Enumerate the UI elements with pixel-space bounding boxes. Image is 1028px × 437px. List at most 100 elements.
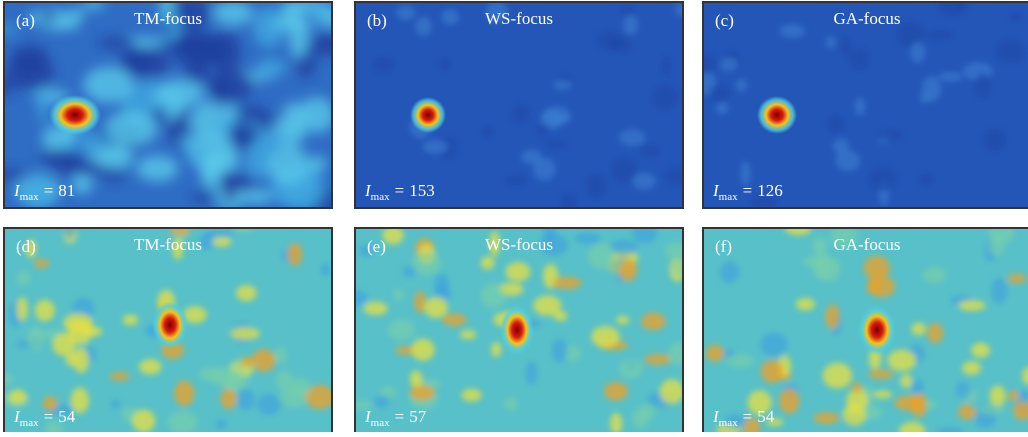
speckle-blob: [535, 124, 549, 136]
panel-label: (a): [16, 11, 35, 30]
intensity-relation: =: [743, 407, 753, 426]
speckle-blob: [888, 350, 917, 372]
speckle-blob: [632, 173, 656, 190]
speckle-blob: [442, 314, 466, 326]
speckle-blob: [290, 378, 310, 397]
speckle-blob: [974, 73, 991, 99]
speckle-blob: [410, 371, 423, 388]
speckle-blob: [83, 67, 133, 104]
speckle-blob: [415, 291, 426, 312]
panel: (e)WS-focusImax=57: [343, 218, 690, 432]
speckle-blob: [424, 297, 448, 318]
speckle-blob: [72, 8, 84, 19]
panel-title: WS-focus: [485, 9, 553, 28]
speckle-blob: [675, 3, 687, 17]
speckle-blob: [671, 258, 690, 276]
speckle-blob: [491, 342, 501, 357]
speckle-blob: [623, 15, 638, 35]
speckle-blob: [394, 289, 404, 301]
intensity-relation: =: [44, 407, 54, 426]
speckle-blob: [553, 80, 572, 90]
speckle-blob: [1007, 274, 1026, 283]
panel-title: GA-focus: [833, 9, 900, 28]
speckle-blob: [833, 138, 849, 154]
speckle-blob: [551, 338, 567, 362]
speckle-blob: [411, 339, 434, 361]
speckle-blob: [641, 313, 665, 330]
speckle-blob: [925, 399, 936, 409]
speckle-blob: [208, 70, 253, 102]
panel: (c)GA-focusImax=126: [692, 0, 1028, 211]
speckle-blob: [962, 361, 981, 375]
speckle-blob: [237, 388, 255, 410]
speckle-blob: [864, 256, 890, 280]
speckle-blob: [199, 367, 222, 381]
speckle-blob: [310, 5, 323, 22]
speckle-blob: [274, 347, 286, 364]
speckle-blob: [545, 140, 569, 149]
speckle-blob: [923, 267, 947, 283]
speckle-blob: [991, 278, 1007, 304]
speckle-blob: [639, 145, 660, 157]
speckle-blob: [619, 129, 645, 145]
speckle-blob: [554, 311, 568, 321]
speckle-blob: [132, 410, 155, 432]
speckle-blob: [720, 58, 737, 72]
speckle-blob: [136, 155, 178, 181]
speckle-blob: [597, 30, 623, 50]
panel-label: (d): [16, 237, 36, 256]
speckle-blob: [308, 156, 327, 173]
panel-title: TM-focus: [134, 235, 202, 254]
speckle-blob: [843, 404, 867, 426]
speckle-blob: [665, 167, 689, 185]
speckle-blob: [6, 56, 55, 90]
speckle-blob: [823, 363, 853, 389]
speckle-blob: [289, 17, 308, 59]
speckle-blob: [796, 298, 815, 310]
intensity-value: 54: [58, 407, 76, 426]
speckle-blob: [241, 189, 272, 204]
speckle-blob: [900, 374, 912, 388]
intensity-value: 57: [409, 407, 427, 426]
intensity-relation: =: [743, 181, 753, 200]
speckle-blob: [919, 173, 933, 186]
speckle-blob: [611, 157, 636, 182]
speckle-blob: [875, 130, 903, 141]
speckle-blob: [276, 370, 293, 390]
speckle-blob: [852, 382, 862, 393]
speckle-blob: [868, 370, 894, 379]
speckle-blob: [223, 370, 249, 391]
speckle-blob: [35, 300, 55, 322]
speckle-blob: [927, 323, 943, 343]
speckle-blob: [482, 125, 493, 138]
focus-spot: [410, 97, 446, 133]
speckle-blob: [619, 359, 643, 379]
speckle-blob: [27, 326, 45, 351]
speckle-blob: [561, 192, 577, 213]
intensity-value: 153: [409, 181, 435, 200]
heatmap-background: [703, 2, 1028, 208]
speckle-blob: [813, 237, 828, 256]
speckle-blob: [780, 24, 805, 38]
speckle-blob: [78, 132, 107, 154]
speckle-blob: [240, 357, 255, 367]
panel: (a)TM-focusImax=81: [0, 0, 351, 226]
speckle-blob: [43, 22, 81, 31]
heatmap: [355, 1, 689, 214]
speckle-blob: [552, 115, 571, 123]
speckle-blob: [521, 149, 541, 164]
panel-label: (e): [367, 237, 386, 256]
intensity-relation: =: [395, 407, 405, 426]
speckle-blob: [257, 394, 280, 415]
speckle-blob: [988, 236, 1005, 256]
speckle-blob: [760, 332, 787, 357]
speckle-blob: [632, 409, 649, 429]
speckle-blob: [461, 389, 481, 402]
panel-title: WS-focus: [485, 235, 553, 254]
speckle-blob: [415, 17, 432, 36]
speckle-blob: [586, 173, 608, 198]
speckle-blob: [660, 379, 684, 404]
panel: (b)WS-focusImax=153: [355, 1, 689, 214]
speckle-blob: [73, 348, 89, 373]
speckle-blob: [869, 167, 897, 192]
